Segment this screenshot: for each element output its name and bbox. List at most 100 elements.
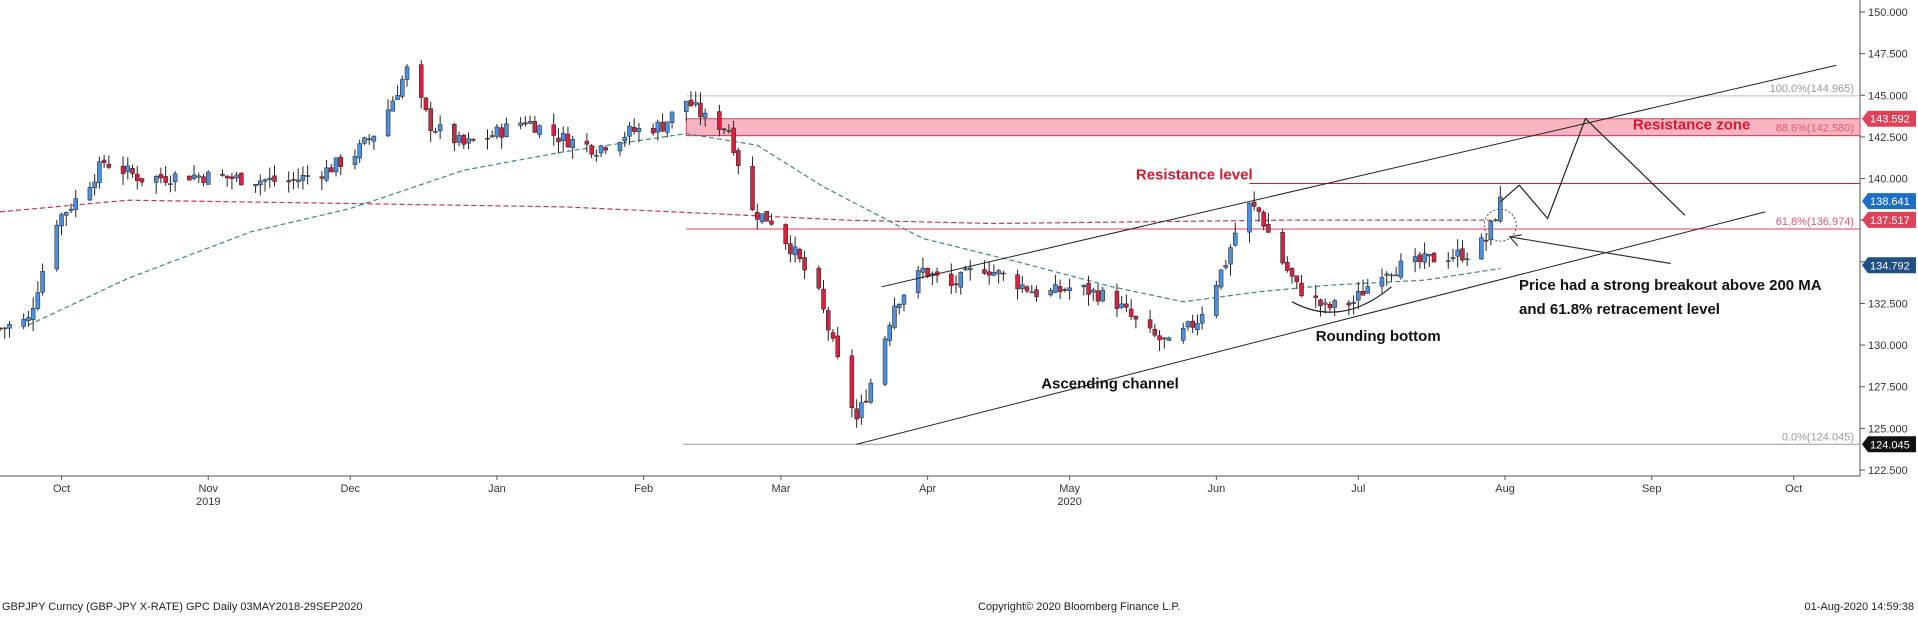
candle-body: [1483, 239, 1489, 242]
candle-body: [305, 175, 310, 177]
candle-body: [1431, 252, 1437, 263]
candle-body: [272, 175, 277, 182]
candle-body: [688, 99, 694, 107]
x-year-label: 2019: [196, 496, 220, 508]
candle-body: [594, 154, 599, 157]
candle-body: [428, 108, 433, 131]
candle-body: [830, 332, 836, 339]
y-tick-label: 142.500: [1868, 132, 1908, 144]
candle-body: [87, 187, 93, 201]
candle-body: [788, 243, 793, 255]
candle-body: [660, 121, 665, 132]
candle-body: [896, 304, 902, 308]
candle-body: [97, 161, 102, 184]
candle-body: [1228, 247, 1233, 265]
candle-body: [92, 181, 97, 189]
candle-body: [655, 121, 661, 133]
candle-body: [485, 137, 490, 140]
candle-body: [1493, 219, 1498, 222]
candle-body: [797, 248, 803, 260]
candle-body: [1384, 273, 1389, 276]
price-tag-label: 134.792: [1870, 260, 1910, 272]
candle-body: [920, 267, 926, 273]
candle-body: [366, 138, 372, 141]
candle-body: [205, 171, 211, 185]
candle-body: [1185, 321, 1191, 328]
y-tick-label: 147.500: [1868, 49, 1908, 61]
candle-body: [1128, 308, 1134, 317]
x-tick-label: Dec: [340, 483, 360, 495]
candle-body: [1247, 202, 1252, 233]
candle-body: [915, 270, 921, 293]
candle-body: [7, 324, 12, 329]
candle-body: [158, 174, 164, 179]
candle-body: [295, 179, 301, 183]
candle-body: [1422, 253, 1427, 263]
price-tag-label: 137.517: [1870, 215, 1910, 227]
breakout-arrow-line: [1509, 236, 1671, 265]
candle-body: [849, 355, 855, 409]
candle-body: [1095, 290, 1101, 302]
candle-body: [489, 135, 495, 138]
candle-body: [433, 131, 438, 133]
candle-body: [471, 139, 476, 141]
candle-body: [1412, 256, 1418, 262]
candle-body: [702, 112, 708, 118]
candle-body: [1133, 316, 1139, 320]
candle-body: [201, 176, 206, 183]
ma-200-line: [0, 199, 1501, 225]
candle-body: [1346, 302, 1352, 306]
candle-body: [783, 224, 788, 245]
candle-body: [196, 175, 202, 178]
candle-body: [404, 66, 410, 80]
channel-lower-line: [856, 211, 1766, 445]
breakout-arrow-head: [1508, 234, 1522, 247]
x-tick-label: Aug: [1495, 483, 1515, 495]
candle-body: [319, 176, 325, 179]
candle-body: [1445, 260, 1451, 262]
candle-body: [1398, 260, 1404, 278]
candle-body: [750, 166, 755, 211]
candle-body: [267, 177, 273, 181]
candle-body: [1379, 277, 1385, 287]
resistance-zone-label: Resistance zone: [1633, 116, 1751, 133]
price-tag-label: 138.641: [1870, 196, 1910, 208]
candle-body: [1299, 282, 1304, 297]
y-tick-label: 130.000: [1868, 340, 1908, 352]
candle-body: [120, 165, 126, 174]
candle-body: [64, 212, 69, 216]
candle-body: [565, 133, 571, 148]
candle-body: [452, 123, 457, 144]
candle-body: [1356, 291, 1361, 301]
candle-body: [958, 272, 964, 288]
candle-body: [603, 147, 609, 151]
candle-body: [1218, 269, 1224, 288]
candle-body: [324, 167, 329, 181]
candle-body: [1086, 282, 1091, 295]
x-tick-label: Mar: [771, 483, 790, 495]
candle-body: [172, 173, 178, 183]
resistance-level-label: Resistance level: [1136, 167, 1253, 184]
candle-body: [863, 400, 869, 403]
candle-body: [1464, 258, 1470, 261]
candle-body: [1053, 284, 1058, 293]
candle-body: [1393, 274, 1399, 277]
rounding-bottom-arc: [1291, 286, 1392, 313]
candle-body: [390, 100, 396, 112]
x-tick-label: Jun: [1207, 483, 1225, 495]
candle-body: [556, 137, 561, 143]
candle-body: [1223, 264, 1229, 268]
candle-body: [499, 127, 504, 138]
candle-body: [835, 335, 840, 358]
candle-body: [698, 102, 703, 118]
x-tick-label: May: [1059, 483, 1080, 495]
candle-body: [1233, 232, 1238, 246]
candle-body: [68, 208, 74, 211]
candle-body: [821, 288, 826, 310]
x-tick-label: Jul: [1351, 483, 1365, 495]
candle-body: [1180, 327, 1186, 341]
candle-body: [1285, 262, 1290, 271]
ascending-channel-label: Ascending channel: [1041, 375, 1179, 392]
candle-body: [101, 159, 107, 164]
